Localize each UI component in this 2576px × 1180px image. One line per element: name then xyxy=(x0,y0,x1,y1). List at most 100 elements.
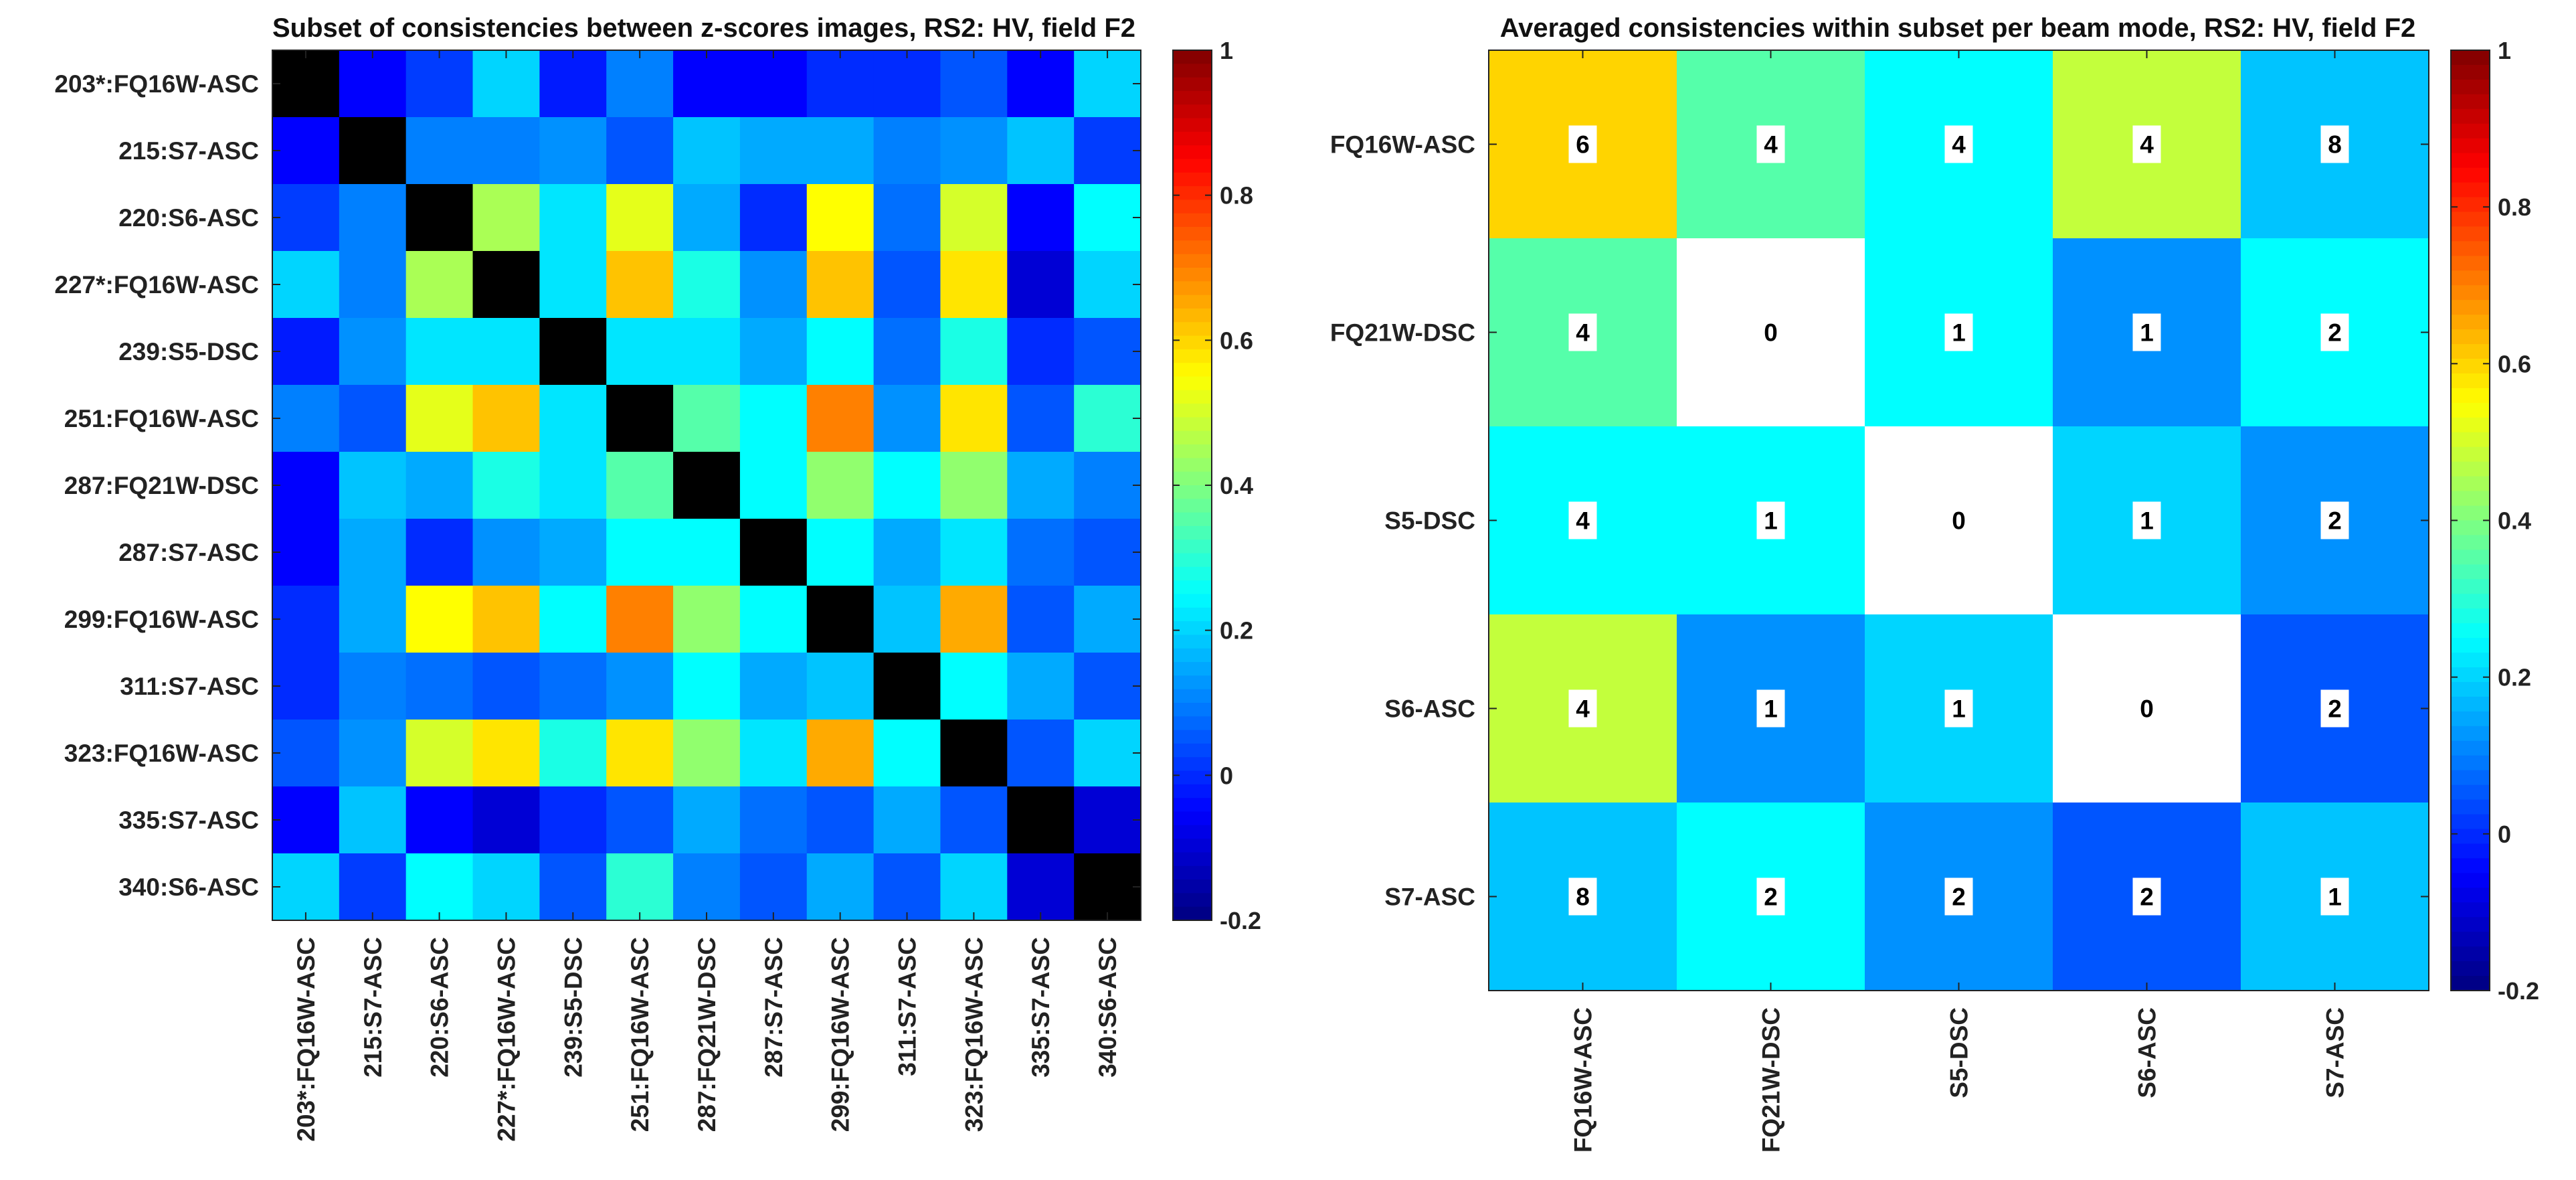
heatmap-cell xyxy=(339,117,407,185)
heatmap-cell xyxy=(405,251,474,319)
heatmap-cell xyxy=(272,117,340,185)
colorbar-tick-label: 1 xyxy=(2498,37,2511,64)
colorbar-segment xyxy=(1173,499,1212,513)
heatmap-cell xyxy=(405,853,474,921)
heatmap-cell xyxy=(472,586,540,653)
colorbar-segment xyxy=(2451,476,2490,492)
heatmap-cell xyxy=(739,720,808,787)
heatmap-cell xyxy=(1007,318,1075,386)
colorbar-segment xyxy=(2451,153,2490,169)
heatmap-cell xyxy=(873,786,941,854)
colorbar-segment xyxy=(2451,461,2490,477)
colorbar-segment xyxy=(2451,359,2490,374)
left-colorbar: 1 0.8 0.6 0.4 0.2 0 -0.2 xyxy=(1172,37,1261,934)
right-chart-title: Averaged consistencies within subset per… xyxy=(1500,13,2416,43)
colorbar-tick-label: 0.6 xyxy=(1220,327,1253,354)
y-tick-label: 227*:FQ16W-ASC xyxy=(54,271,259,299)
heatmap-cell xyxy=(405,786,474,854)
colorbar-segment xyxy=(2451,50,2490,66)
cell-count-label: 2 xyxy=(1952,883,1966,911)
colorbar-segment xyxy=(2451,902,2490,918)
heatmap-cell xyxy=(405,720,474,787)
cell-label-box xyxy=(1568,125,1597,163)
colorbar-segment xyxy=(1173,240,1212,255)
cell-count-label: 0 xyxy=(2140,695,2154,723)
colorbar-tick-label: 0.4 xyxy=(1220,472,1253,499)
heatmap-cell xyxy=(539,853,607,921)
colorbar-segment xyxy=(2451,94,2490,110)
colorbar-segment xyxy=(2451,123,2490,139)
left-chart-title: Subset of consistencies between z-scores… xyxy=(272,13,1135,43)
heatmap-cell xyxy=(1007,184,1075,252)
y-tick-label: FQ16W-ASC xyxy=(1330,131,1475,159)
colorbar-segment xyxy=(1173,281,1212,296)
colorbar-segment xyxy=(1173,458,1212,473)
cell-label-box xyxy=(1568,877,1597,916)
right-heatmap-cells: 6 4 4 4 8 4 0 1 1 2 4 1 0 1 2 4 1 1 0 2 8 2 2 2 1 xyxy=(1489,50,2429,991)
cell-label-box xyxy=(1944,313,1973,351)
cell-count-label: 4 xyxy=(1764,131,1778,159)
heatmap-cell xyxy=(405,653,474,720)
colorbar-segment xyxy=(1173,199,1212,214)
colorbar-segment xyxy=(2451,79,2490,95)
colorbar-segment xyxy=(2451,667,2490,683)
y-tick-label: S7-ASC xyxy=(1384,883,1475,911)
heatmap-cell xyxy=(940,117,1008,185)
heatmap-cell xyxy=(539,117,607,185)
heatmap-cell xyxy=(1007,653,1075,720)
heatmap-cell xyxy=(873,653,941,720)
colorbar-segment xyxy=(1173,512,1212,527)
colorbar-segment xyxy=(1173,594,1212,608)
colorbar-segment xyxy=(2451,858,2490,874)
heatmap-cell xyxy=(806,50,875,118)
heatmap-cell xyxy=(339,184,407,252)
heatmap-cell xyxy=(606,117,674,185)
colorbar-segment xyxy=(1173,471,1212,486)
colorbar-segment xyxy=(1173,648,1212,663)
heatmap-cell xyxy=(739,853,808,921)
colorbar-segment xyxy=(1173,716,1212,731)
heatmap-cell xyxy=(272,318,340,386)
heatmap-cell xyxy=(873,50,941,118)
heatmap-cell xyxy=(940,318,1008,386)
right-heatmap-ticks: FQ16W-ASC FQ21W-DSC S5-DSC S6-ASC S7-ASC FQ16… xyxy=(1330,50,2429,1153)
heatmap-cell xyxy=(405,50,474,118)
heatmap-cell xyxy=(1074,586,1141,653)
x-tick-label: 220:S6-ASC xyxy=(426,937,454,1078)
heatmap-cell xyxy=(606,653,674,720)
colorbar-segment xyxy=(1173,852,1212,867)
colorbar-segment xyxy=(2451,505,2490,521)
colorbar-segment xyxy=(1173,525,1212,540)
heatmap-cell xyxy=(1007,50,1075,118)
colorbar-segment xyxy=(1173,784,1212,798)
heatmap-cell xyxy=(673,853,741,921)
heatmap-cell xyxy=(405,586,474,653)
colorbar-segment xyxy=(1173,404,1212,418)
colorbar-segment xyxy=(1173,172,1212,187)
x-tick-label: 239:S5-DSC xyxy=(559,937,587,1078)
colorbar-segment xyxy=(2451,388,2490,404)
heatmap-cell xyxy=(472,184,540,252)
colorbar-segment xyxy=(2451,344,2490,359)
colorbar-segment xyxy=(2451,315,2490,330)
heatmap-cell xyxy=(1007,720,1075,787)
colorbar-segment xyxy=(1173,213,1212,228)
cell-label-box xyxy=(2132,125,2161,163)
colorbar-segment xyxy=(1173,322,1212,337)
colorbar-segment xyxy=(2451,64,2490,80)
cell-label-box xyxy=(1756,689,1785,728)
colorbar-segment xyxy=(2451,550,2490,566)
heatmap-cell xyxy=(405,452,474,519)
colorbar-segment xyxy=(2451,711,2490,727)
cell-label-box xyxy=(2132,501,2161,539)
heatmap-cell xyxy=(739,50,808,118)
colorbar-tick-label: 0.4 xyxy=(2498,507,2531,535)
heatmap-cell xyxy=(806,653,875,720)
heatmap-cell xyxy=(806,452,875,519)
cell-count-label: 0 xyxy=(1952,507,1966,535)
colorbar-segment xyxy=(2451,520,2490,536)
colorbar-segment xyxy=(1173,104,1212,119)
colorbar-segment xyxy=(1173,186,1212,201)
x-tick-label: FQ16W-ASC xyxy=(1570,1007,1597,1153)
colorbar-segment xyxy=(2451,417,2490,433)
